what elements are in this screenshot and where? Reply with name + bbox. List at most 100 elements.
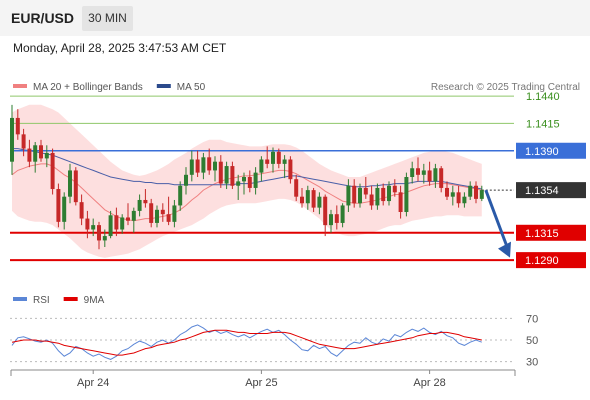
rsi-legend-label-1: 9MA [84,295,105,306]
candle-body [166,214,171,222]
candle-body [323,196,328,226]
candle-body [91,225,96,230]
candle-body [288,159,293,180]
candle-body [184,174,188,186]
candle-body [416,168,420,175]
candle-body [73,170,78,203]
level-label-2: 1.1390 [525,146,559,158]
legend-label-1: MA 50 [177,82,206,93]
candle-body [213,161,217,171]
candle-body [369,194,374,206]
candle-body [398,192,403,212]
candle-body [247,177,252,188]
candle-body [276,151,281,164]
candle-body [149,203,154,223]
candle-body [56,189,61,222]
candle-body [329,214,333,226]
rsi-legend-swatch-1 [63,297,78,301]
level-label-3: 1.1354 [525,185,559,197]
candle-body [474,185,478,199]
rsi-tick-label-2: 30 [526,357,538,369]
candle-body [39,145,43,159]
candle-body [404,177,409,212]
rsi-tick-label-0: 70 [526,313,538,325]
level-label-1: 1.1415 [526,118,560,130]
candle-body [189,159,194,175]
ma50-line [12,148,482,190]
candle-body [10,117,14,162]
candle-body [259,159,264,173]
candle-body [137,199,142,211]
rsi-tick-label-1: 50 [526,335,538,347]
candle-body [218,161,223,184]
timestamp: Monday, April 28, 2025 3:47:53 AM CET [13,41,227,55]
candle-body [346,185,351,206]
candle-body [340,205,345,223]
candle-body [102,236,107,241]
candle-body [479,190,484,199]
chart-header: EUR/USD 30 MIN [0,0,590,36]
level-label-0: 1.1440 [526,91,560,103]
candle-body [468,185,473,197]
candle-body [334,214,339,223]
legend-swatch-0 [13,84,27,88]
candle-body [445,187,449,197]
credit-text: Research © 2025 Trading Central [431,82,580,93]
candle-body [300,196,304,204]
candle-body [358,187,362,204]
candle-body [85,218,90,230]
candle-body [294,179,299,197]
candle-body [230,166,235,186]
pivot-box-2 [516,142,586,159]
candle-body [282,159,287,164]
candle-body [311,190,316,208]
support-box-4 [516,224,586,241]
candle-body [392,185,397,193]
level-label-4: 1.1315 [525,228,559,240]
candle-body [44,152,49,159]
candle-body [172,205,177,222]
candle-body [271,151,275,164]
candle-body [433,168,438,182]
x-tick-label-2: Apr 28 [413,377,445,389]
candle-body [33,145,38,162]
forecast-arrow-head [498,241,511,258]
candle-body [236,181,241,186]
rsi-legend-label-0: RSI [33,295,50,306]
candle-body [160,209,165,215]
candle-body [439,168,444,188]
candle-body [224,166,229,184]
candle-body [108,215,113,237]
candle-body [178,185,183,206]
legend-label-0: MA 20 + Bollinger Bands [33,82,143,93]
candle-body [462,196,467,204]
candle-body [62,196,67,222]
candle-body [317,196,322,208]
candle-body [143,199,148,204]
candle-body [131,210,136,221]
rsi-series-1 [11,329,482,356]
candle-body [155,209,159,223]
currency-pair: EUR/USD [11,10,75,26]
candle-body [242,177,246,182]
candle-body [410,168,415,177]
candle-body [352,185,357,204]
timeframe-button[interactable]: 30 MIN [82,6,133,31]
candle-body [265,159,270,164]
candle-body [120,217,125,230]
candle-body [195,159,200,173]
legend-swatch-1 [156,84,171,88]
candle-body [97,225,101,241]
candle-body [456,192,461,204]
candle-body [450,192,455,197]
candle-body [375,187,380,206]
candle-body [427,170,432,182]
support-box-5 [516,252,586,269]
ma20-line [11,163,482,222]
bollinger-bands-area [12,104,482,258]
forecast-arrow-shaft [484,189,509,248]
x-tick-label-1: Apr 25 [245,377,277,389]
x-tick-label-0: Apr 24 [77,377,109,389]
candle-body [253,172,258,188]
